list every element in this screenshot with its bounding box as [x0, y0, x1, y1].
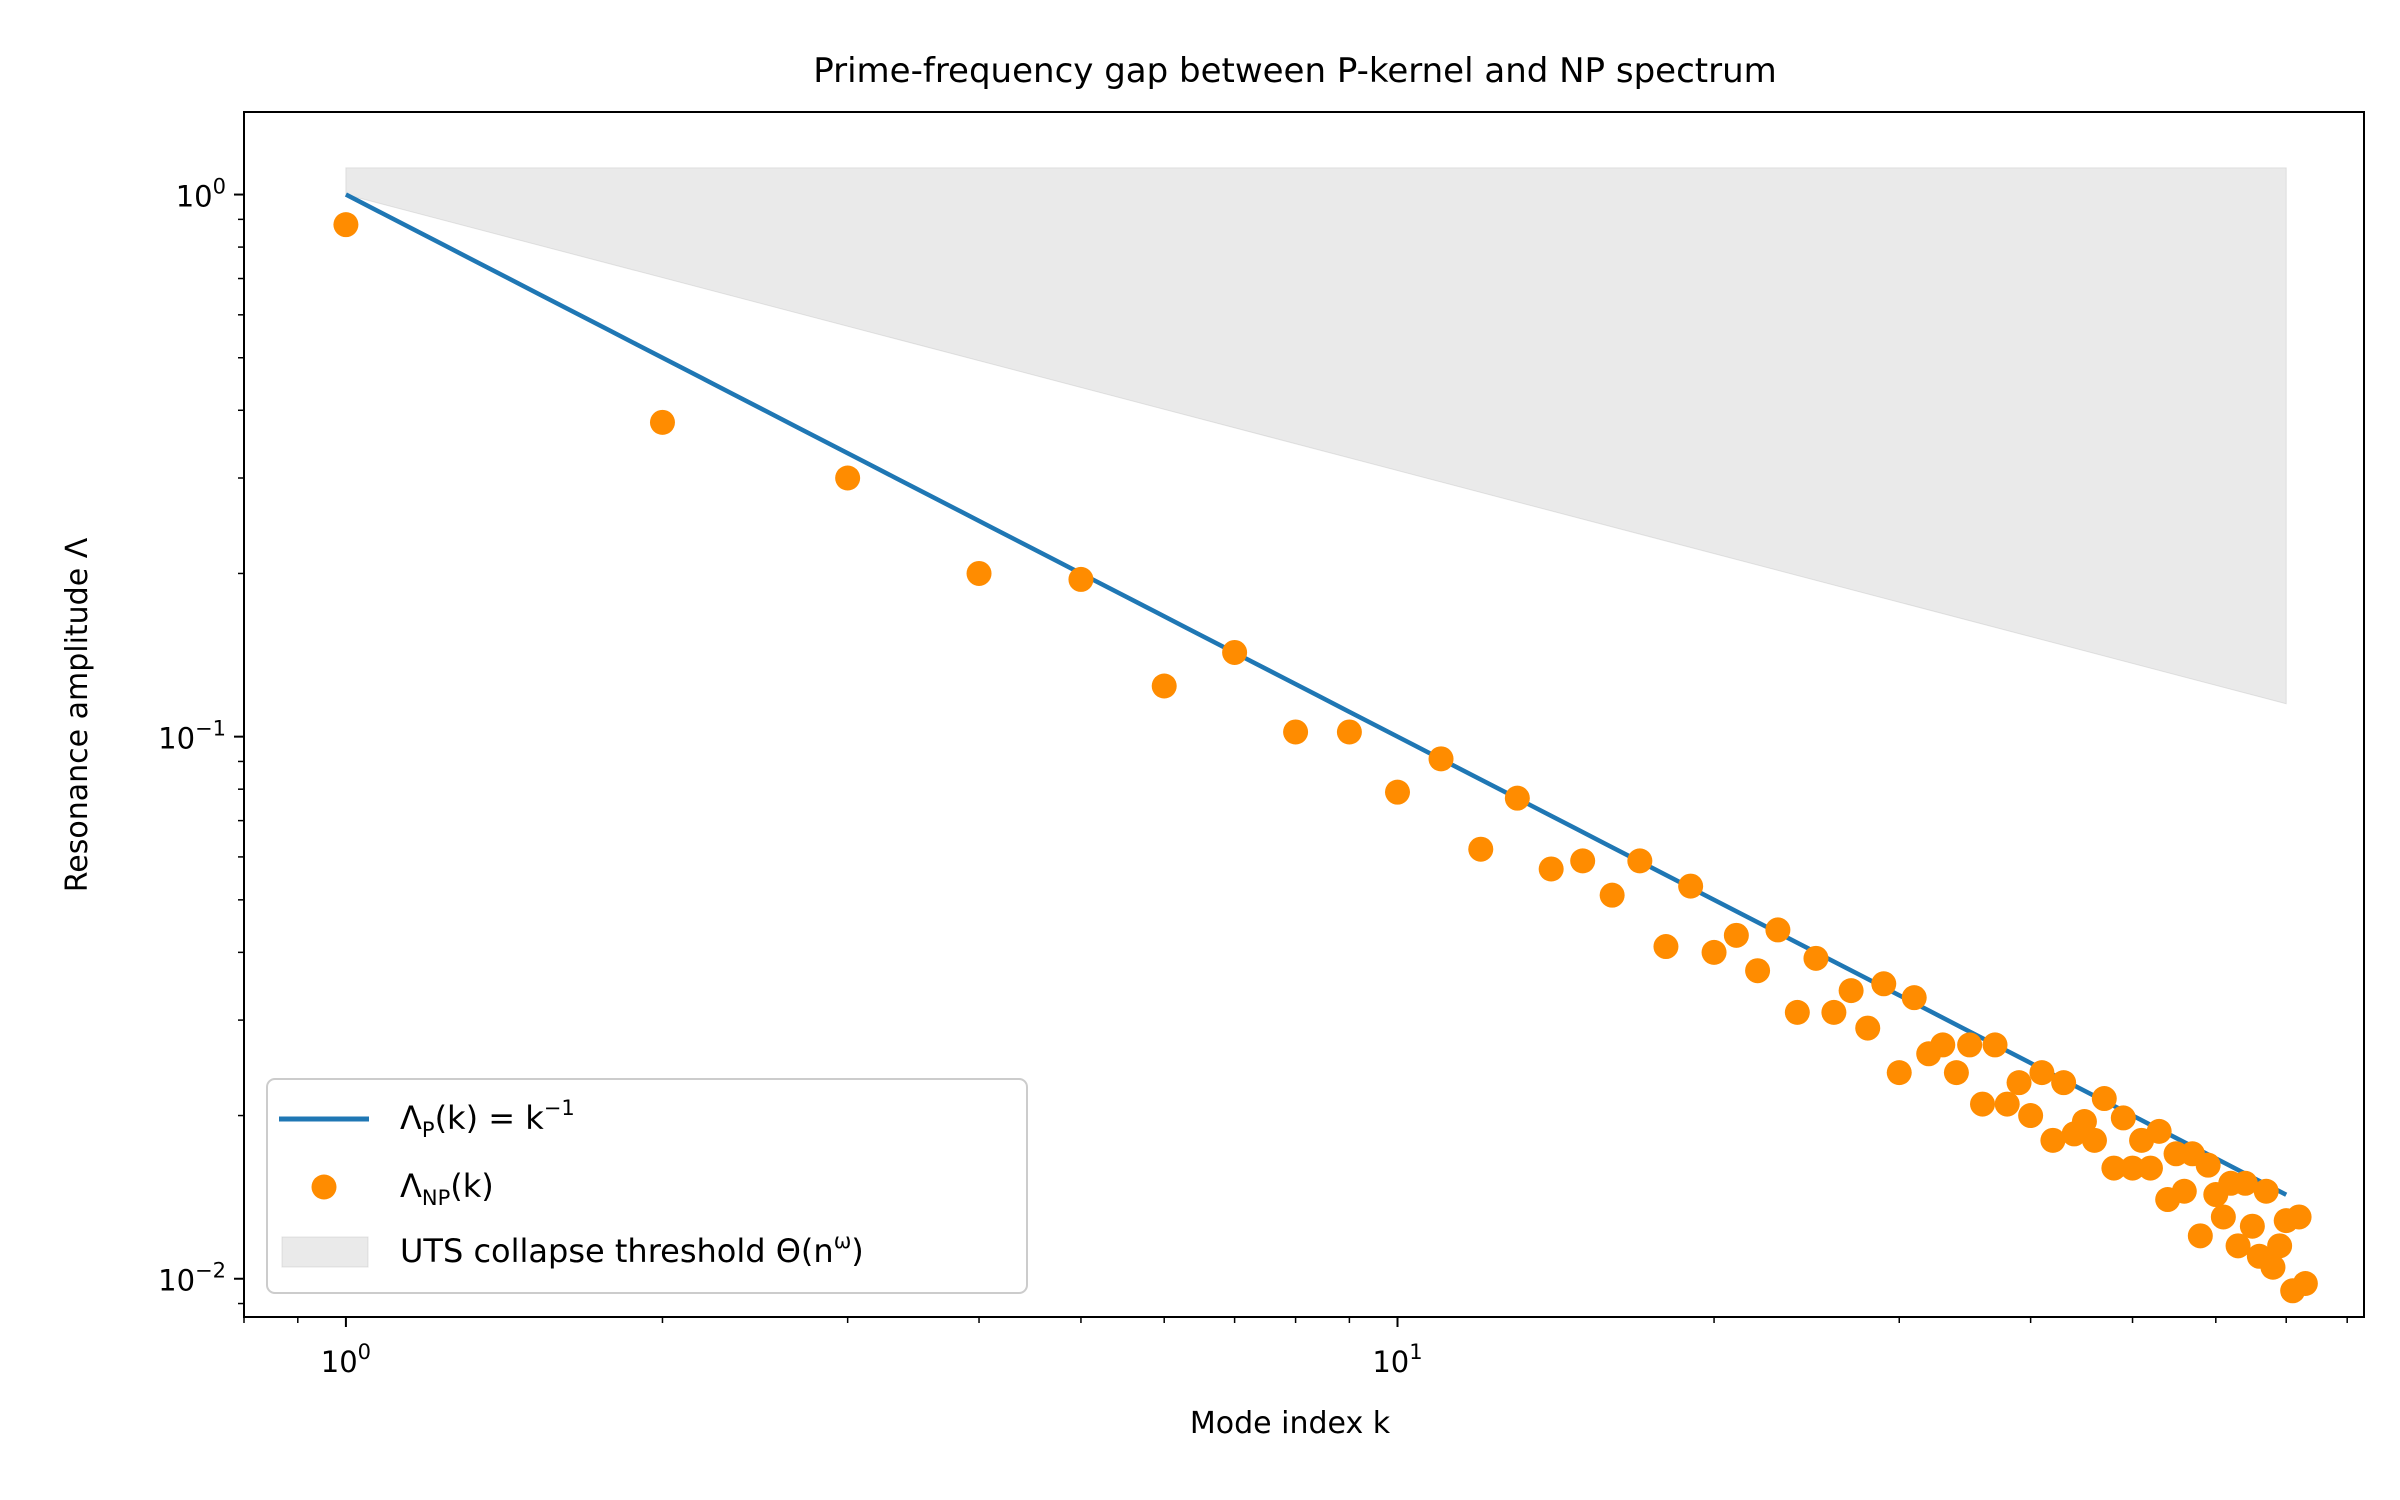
np-point [1283, 719, 1309, 745]
np-point [2081, 1127, 2107, 1153]
np-points [333, 212, 2318, 1304]
np-point [2286, 1204, 2312, 1230]
np-point [1901, 985, 1927, 1011]
np-point [1886, 1060, 1912, 1086]
np-point [1871, 971, 1897, 997]
x-axis-label: Mode index k [1190, 1406, 1391, 1441]
np-point [2029, 1060, 2055, 1086]
plot-frame [243, 111, 2365, 1318]
p-kernel-line [344, 192, 2288, 1197]
legend-fill-swatch [281, 1236, 369, 1268]
np-point [2120, 1155, 2146, 1181]
legend-point-swatch [311, 1174, 337, 1200]
np-point [2051, 1070, 2077, 1096]
np-point [2239, 1213, 2265, 1239]
np-point [1701, 939, 1727, 965]
x-tick-label: 101 [1372, 1340, 1422, 1379]
np-point [2267, 1233, 2293, 1259]
np-point [1723, 922, 1749, 948]
np-point [1653, 934, 1679, 960]
np-point [2146, 1118, 2172, 1144]
np-point [2018, 1103, 2044, 1129]
chart-title: Prime-frequency gap between P-kernel and… [813, 51, 1777, 91]
np-point [1855, 1015, 1881, 1041]
np-point [966, 560, 992, 586]
legend-line-label: ΛP(k) = k−1 [400, 1096, 575, 1142]
np-point [1336, 719, 1362, 745]
np-point [1678, 873, 1704, 899]
np-point [1627, 848, 1653, 874]
np-point [1943, 1060, 1969, 1086]
np-point [2171, 1178, 2197, 1204]
np-point [1151, 673, 1177, 699]
np-point [1428, 746, 1454, 772]
plot-area [333, 167, 2318, 1304]
legend-box [266, 1078, 1028, 1294]
np-point [2006, 1070, 2032, 1096]
np-point [1821, 999, 1847, 1025]
np-point [2091, 1086, 2117, 1112]
legend-fill-label: UTS collapse threshold Θ(nω) [400, 1229, 864, 1270]
np-point [649, 409, 675, 435]
np-point [1970, 1091, 1996, 1117]
np-point [2187, 1223, 2213, 1249]
np-point [1599, 882, 1625, 908]
np-point [1838, 978, 1864, 1004]
np-point [2040, 1127, 2066, 1153]
np-point [2260, 1254, 2286, 1280]
np-point [1222, 639, 1248, 665]
np-point [1068, 566, 1094, 592]
np-point [2253, 1178, 2279, 1204]
np-point [1538, 856, 1564, 882]
np-point [1468, 836, 1494, 862]
np-point [1994, 1091, 2020, 1117]
np-point [1504, 785, 1530, 811]
np-point [1570, 848, 1596, 874]
y-axis-ticks: 100 10−1 10−2 [158, 175, 244, 1305]
np-point [1957, 1032, 1983, 1058]
np-point [835, 465, 861, 491]
legend-point-label: ΛNP(k) [400, 1167, 494, 1210]
x-axis-ticks: 100 101 [243, 1317, 2348, 1379]
np-point [1784, 999, 1810, 1025]
y-tick-label: 10−2 [158, 1259, 226, 1298]
np-point [1982, 1032, 2008, 1058]
np-point [2232, 1170, 2258, 1196]
np-point [2195, 1152, 2221, 1178]
np-point [2225, 1233, 2251, 1259]
np-point [1930, 1032, 1956, 1058]
y-tick-label: 10−1 [158, 717, 226, 756]
np-point [1745, 958, 1771, 984]
np-point [1385, 779, 1410, 805]
np-point [2137, 1155, 2163, 1181]
np-point [2101, 1155, 2127, 1181]
np-point [1765, 917, 1791, 943]
legend: ΛP(k) = k−1 ΛNP(k) UTS collapse threshol… [266, 1078, 1028, 1294]
np-point [2210, 1204, 2236, 1230]
np-point [1803, 945, 1829, 971]
x-tick-label: 100 [321, 1340, 371, 1379]
y-axis-label: Resonance amplitude Λ [60, 537, 95, 892]
np-point [333, 212, 359, 238]
y-tick-label: 100 [176, 175, 226, 214]
np-point [2110, 1105, 2136, 1131]
np-point [2292, 1270, 2318, 1296]
threshold-band [345, 167, 2287, 705]
np-point [2071, 1109, 2097, 1135]
